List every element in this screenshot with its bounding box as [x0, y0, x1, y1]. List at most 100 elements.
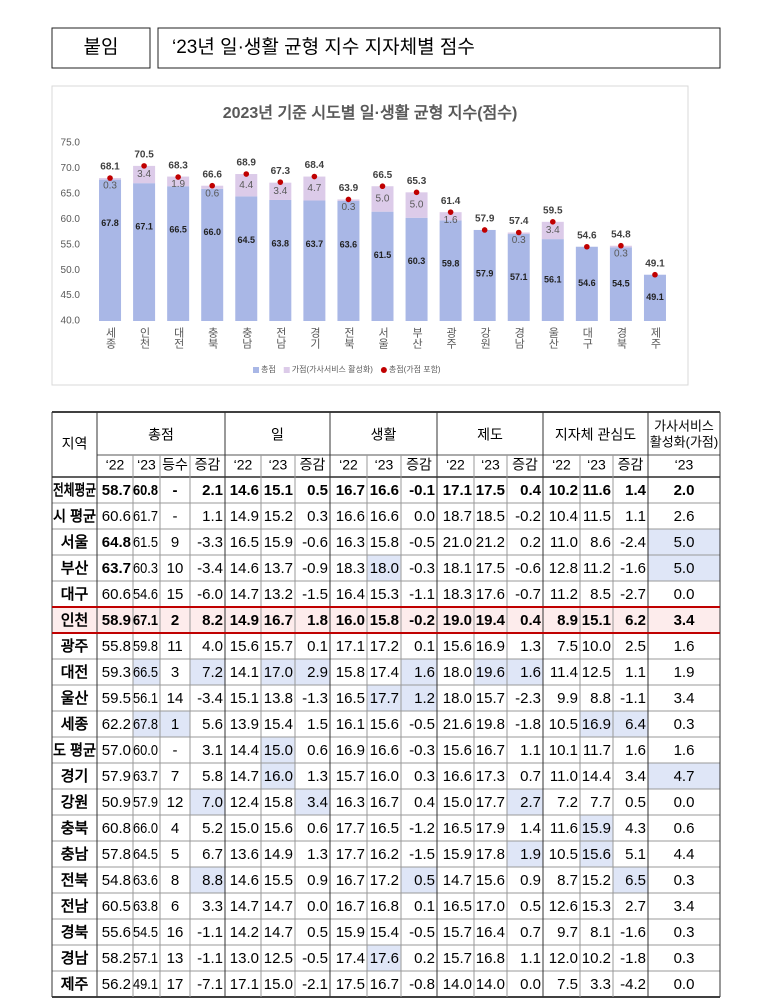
y-tick-label: 50.0	[61, 265, 81, 276]
table-cell: 서울	[61, 534, 89, 551]
legend-swatch	[380, 367, 387, 373]
subheader-cell: 등수	[162, 457, 188, 473]
x-tick-label: 인천	[138, 327, 150, 349]
table-cell: 17.7	[476, 794, 505, 811]
table-cell: 54.8	[102, 872, 131, 889]
legend-label: 총점	[261, 364, 276, 374]
bar-bonus	[303, 176, 326, 201]
table-cell: 강원	[61, 793, 89, 811]
table-cell: 3	[171, 664, 179, 681]
bar-base	[303, 200, 326, 321]
bar-label: 63.8	[272, 238, 290, 248]
table-cell: 0.0	[674, 794, 695, 811]
table-cell: 16.7	[370, 976, 399, 993]
table-cell: -0.5	[409, 534, 435, 551]
table-cell: 6.5	[625, 872, 646, 889]
table-cell: -2.4	[620, 534, 646, 551]
table-cell: 15.4	[264, 716, 293, 733]
table-cell: 16.8	[476, 950, 505, 967]
bar-label: 66.0	[203, 227, 221, 237]
y-tick-label: 70.0	[61, 163, 81, 174]
total-label: 68.3	[168, 161, 188, 172]
tag-box	[51, 27, 151, 69]
bar-bonus	[439, 212, 462, 221]
table-cell: -	[173, 508, 178, 525]
highlight-row	[52, 607, 720, 633]
table-cell: 14.7	[230, 898, 259, 915]
total-dot	[447, 209, 454, 215]
table-cell: 15.9	[336, 924, 365, 941]
table-cell: 11.6	[550, 820, 578, 837]
bonus-label: 0.3	[341, 202, 355, 213]
table-cell: 16.7	[476, 742, 505, 759]
table-cell: 54.6	[133, 586, 158, 603]
table-cell: 14.9	[230, 508, 259, 525]
table-cell: 16.9	[582, 716, 611, 733]
table-cell: 14.9	[264, 846, 293, 863]
bonus-label: 0.3	[614, 248, 628, 259]
bonus-label: 3.4	[137, 169, 151, 180]
table-cell: 0.6	[307, 820, 328, 837]
table-cell: 도 평균	[53, 741, 96, 759]
table-cell: 1.6	[674, 742, 695, 759]
table-cell: 0.9	[520, 872, 541, 889]
table-cell: 4.0	[202, 638, 223, 655]
table-cell: 15.6	[582, 846, 611, 863]
table-cell: 시 평균	[53, 507, 96, 525]
table-cell: 55.6	[102, 924, 131, 941]
table-cell: -	[173, 742, 178, 759]
table-cell: 1.6	[520, 664, 541, 681]
x-tick-label: 부산	[411, 327, 423, 349]
table-cell: 전체평균	[53, 481, 96, 499]
table-cell: 15.7	[336, 768, 365, 785]
x-tick-label: 경북	[615, 327, 627, 349]
highlight-cell	[580, 815, 613, 841]
table-cell: 16.6	[370, 508, 399, 525]
table-cell: 15.1	[264, 482, 293, 499]
table-cell: 21.2	[476, 534, 505, 551]
table-cell: 14	[167, 690, 184, 707]
table-cell: 16.3	[336, 534, 365, 551]
total-dot	[141, 163, 147, 169]
subheader-cell: ‘22	[234, 457, 253, 473]
table-cell: 16.7	[336, 482, 365, 499]
highlight-cell	[190, 789, 225, 815]
subheader-cell: 증감	[618, 457, 644, 473]
bar-bonus	[167, 176, 190, 187]
subheader-cell: ‘22	[552, 457, 571, 473]
table-cell: 17.7	[336, 846, 365, 863]
table-cell: 8.8	[590, 690, 611, 707]
subheader-cell: 증감	[512, 457, 538, 473]
bar-label: 61.5	[374, 250, 392, 260]
y-tick-label: 55.0	[61, 239, 81, 250]
table-cell: 5	[171, 846, 179, 863]
table-cell: 9.7	[557, 924, 578, 941]
table-cell: 18.7	[443, 508, 472, 525]
highlight-cell	[190, 867, 225, 893]
x-tick-label: 제주	[649, 327, 661, 349]
table-cell: 8	[171, 872, 179, 889]
highlight-cell	[613, 711, 648, 737]
table-cell: 3.4	[625, 768, 646, 785]
bar-label: 57.9	[476, 268, 494, 278]
table-cell: -2.7	[620, 586, 646, 603]
table-cell: 17.5	[476, 482, 505, 499]
table-cell: 16.1	[336, 716, 365, 733]
total-label: 66.5	[373, 170, 393, 181]
table-cell: 16.6	[443, 768, 472, 785]
subheader-cell: ‘22	[339, 457, 358, 473]
table-cell: -1.1	[197, 924, 223, 941]
table-cell: 15.1	[230, 690, 259, 707]
table-cell: 1.1	[520, 742, 541, 759]
table-cell: -0.3	[409, 560, 435, 577]
table-cell: 17.6	[370, 950, 399, 967]
table-cell: 18.3	[443, 586, 472, 603]
table-cell: 0.7	[520, 924, 541, 941]
highlight-cell	[401, 867, 437, 893]
table-cell: -0.5	[409, 924, 435, 941]
bonus-label: 0.3	[512, 235, 526, 246]
bar-base	[337, 200, 360, 321]
table-cell: 0.5	[625, 794, 646, 811]
table-cell: 14.0	[476, 976, 505, 993]
table-cell: 13.2	[264, 586, 293, 603]
